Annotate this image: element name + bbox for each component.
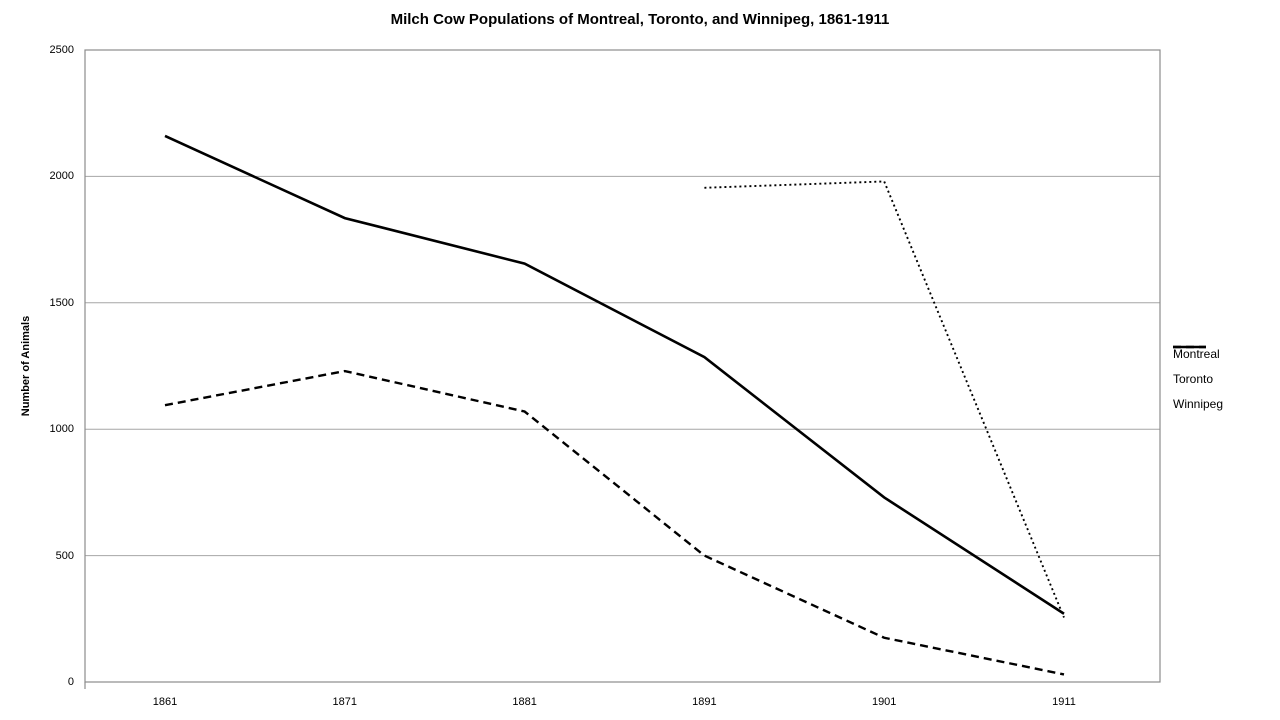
legend-line-sample-dotted [1173, 346, 1206, 348]
legend-label-winnipeg: Winnipeg [1173, 396, 1224, 411]
x-tick-label-1901: 1901 [871, 696, 897, 708]
legend-item-winnipeg: Winnipeg [1173, 346, 1224, 416]
x-tick-label-1911: 1911 [1052, 696, 1076, 708]
chart-title: Milch Cow Populations of Montreal, Toron… [390, 11, 890, 28]
y-tick-label-1500: 1500 [49, 296, 74, 309]
legend: Montreal Toronto Winnipeg [1173, 341, 1223, 416]
plot-border [84, 49, 1161, 683]
y-tick-label-500: 500 [55, 549, 74, 562]
legend-label-montreal: Montreal [1173, 346, 1220, 361]
series-line-toronto [164, 369, 1065, 676]
legend-label-toronto: Toronto [1173, 371, 1214, 386]
y-tick-label-2500: 2500 [49, 44, 74, 56]
x-tick-label-1861: 1861 [152, 696, 178, 708]
y-tick-label-2000: 2000 [49, 170, 74, 183]
legend-item-toronto: Toronto [1173, 345, 1223, 391]
x-tick-label-1891: 1891 [692, 696, 717, 708]
x-tick-label-1881: 1881 [512, 696, 537, 708]
series-line-montreal [164, 134, 1065, 615]
y-tick-label-1000: 1000 [49, 423, 74, 436]
y-tick-label-0: 0 [67, 676, 74, 688]
x-tick-label-1871: 1871 [332, 696, 358, 708]
